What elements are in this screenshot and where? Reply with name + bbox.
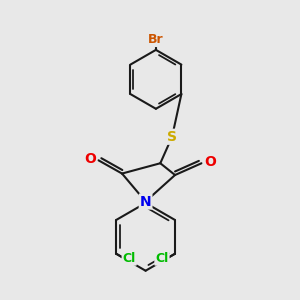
Text: Cl: Cl: [155, 252, 169, 265]
Text: Cl: Cl: [123, 252, 136, 265]
Text: O: O: [84, 152, 96, 166]
Text: S: S: [167, 130, 177, 144]
Text: N: N: [140, 194, 152, 208]
Text: Br: Br: [148, 33, 164, 46]
Text: O: O: [204, 155, 216, 169]
